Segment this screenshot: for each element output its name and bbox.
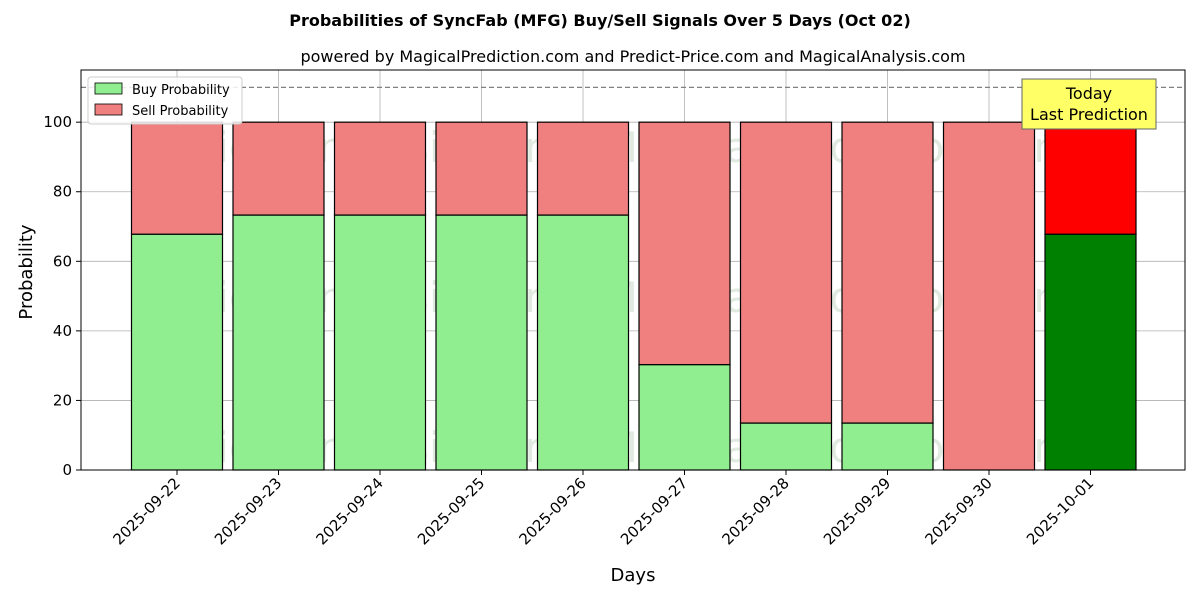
- y-axis-label: Probability: [16, 224, 37, 319]
- y-tick-label-20: 20: [53, 391, 72, 409]
- legend-label-sell: Sell Probability: [132, 104, 229, 119]
- bar-buy-2025-09-24: [333, 214, 427, 471]
- chart-title: Probabilities of SyncFab (MFG) Buy/Sell …: [289, 11, 911, 30]
- legend-swatch-sell: [94, 103, 123, 116]
- bar-buy-2025-09-23: [232, 214, 325, 471]
- today-annotation: Today Last Prediction: [1021, 78, 1157, 130]
- y-tick-label-40: 40: [53, 322, 72, 340]
- bar-buy-2025-09-29: [841, 422, 934, 471]
- bar-sell-2025-09-24: [333, 121, 427, 216]
- x-axis-label: Days: [611, 565, 656, 586]
- bar-buy-2025-09-25: [435, 214, 528, 471]
- legend-label-buy: Buy Probability: [132, 83, 230, 98]
- x-tick-label-2025-09-24: 2025-09-24: [312, 474, 386, 548]
- x-tick-label-2025-09-27: 2025-09-27: [617, 474, 691, 548]
- legend-swatch-buy: [94, 82, 123, 95]
- x-tick-label-2025-10-01: 2025-10-01: [1023, 474, 1097, 548]
- bars: [130, 121, 1137, 471]
- x-tick-label-2025-09-28: 2025-09-28: [718, 474, 792, 548]
- y-tick-label-60: 60: [53, 252, 72, 270]
- annotation-line-2: Last Prediction: [1030, 105, 1148, 124]
- legend-box: [87, 76, 243, 125]
- bar-sell-2025-09-22: [130, 121, 224, 235]
- plot-frame: [80, 69, 1186, 471]
- bar-sell-2025-10-01: [1044, 121, 1137, 235]
- annotation-line-1: Today: [1065, 84, 1112, 103]
- x-axis-ticks: 2025-09-22 2025-09-23 2025-09-24 2025-09-25…: [109, 470, 1097, 548]
- x-tick-label-2025-09-29: 2025-09-29: [820, 474, 894, 548]
- y-tick-label-80: 80: [53, 183, 72, 201]
- x-tick-label-2025-09-22: 2025-09-22: [109, 474, 183, 548]
- bar-sell-2025-09-25: [435, 121, 528, 216]
- x-tick-label-2025-09-25: 2025-09-25: [414, 474, 488, 548]
- legend: Buy Probability Sell Probability: [87, 76, 243, 125]
- annotation-box: [1021, 78, 1157, 130]
- bar-sell-2025-09-28: [739, 121, 833, 424]
- bar-buy-2025-09-28: [739, 422, 833, 471]
- x-tick-label-2025-09-26: 2025-09-26: [515, 474, 589, 548]
- bar-sell-2025-09-30: [942, 121, 1036, 471]
- chart-subtitle: powered by MagicalPrediction.com and Pre…: [300, 47, 965, 66]
- y-tick-label-0: 0: [62, 461, 72, 479]
- bar-sell-2025-09-23: [232, 121, 325, 216]
- bar-buy-2025-09-22: [130, 233, 224, 471]
- x-tick-label-2025-09-23: 2025-09-23: [211, 474, 285, 548]
- bar-sell-2025-09-27: [638, 121, 731, 366]
- bar-buy-2025-09-27: [638, 364, 731, 471]
- bar-sell-2025-09-26: [536, 121, 630, 216]
- x-tick-label-2025-09-30: 2025-09-30: [921, 474, 995, 548]
- bar-sell-2025-09-29: [841, 121, 934, 424]
- bar-buy-2025-09-26: [536, 214, 630, 471]
- bar-buy-2025-10-01: [1044, 233, 1137, 471]
- y-tick-label-100: 100: [43, 113, 72, 131]
- y-axis-ticks: 0 20 40 60 80 100: [43, 113, 81, 479]
